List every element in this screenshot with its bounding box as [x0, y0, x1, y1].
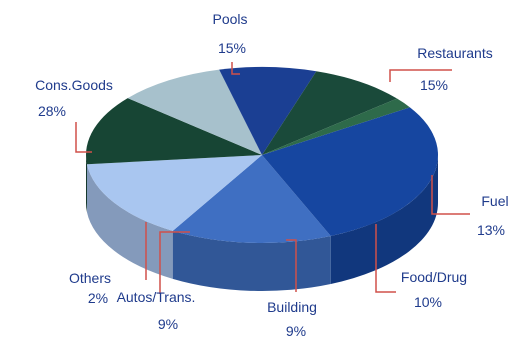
- pct-food-drug: 10%: [414, 294, 442, 310]
- pie-side-pools: [172, 230, 331, 291]
- label-food-drug: Food/Drug: [401, 269, 467, 285]
- pct-cons-goods: 28%: [38, 103, 66, 119]
- pie-slice-pools: [172, 155, 331, 244]
- pie-slice-cons-goods: [262, 107, 438, 237]
- pct-restaurants: 15%: [420, 77, 448, 93]
- pie-slice-building: [219, 67, 317, 155]
- label-others: Others: [69, 270, 111, 286]
- leader-building: [286, 239, 297, 292]
- leader-restaurants: [389, 69, 452, 82]
- pct-pools: 15%: [218, 40, 246, 56]
- leader-lines: [75, 62, 470, 294]
- leader-pools: [231, 62, 240, 75]
- label-restaurants: Restaurants: [417, 45, 492, 61]
- leader-food-drug: [375, 224, 396, 293]
- label-building: Building: [267, 299, 317, 315]
- label-autos-trans: Autos/Trans.: [117, 289, 196, 305]
- pie-slice-food-drug: [127, 69, 263, 155]
- label-fuel: Fuel: [481, 193, 508, 209]
- leader-fuel: [431, 175, 470, 215]
- pie-tops: [86, 67, 438, 244]
- pie-side-restaurants: [86, 164, 173, 279]
- pie-slice-others: [262, 98, 410, 155]
- label-pools: Pools: [212, 11, 247, 27]
- leader-autos: [159, 231, 190, 294]
- pie-side-cons-goods: [330, 155, 438, 285]
- slice-labels: Pools 15% Restaurants 15% Fuel 13% Food/…: [35, 11, 509, 339]
- pie-sides: [86, 155, 438, 291]
- pie-slice-autos-trans: [262, 71, 397, 155]
- leader-cons-goods: [75, 122, 92, 153]
- pct-fuel: 13%: [477, 222, 505, 238]
- pie-slice-fuel: [86, 98, 262, 165]
- pct-others: 2%: [88, 290, 108, 306]
- pct-building: 9%: [286, 323, 306, 339]
- label-cons-goods: Cons.Goods: [35, 77, 113, 93]
- pie-side-fuel: [86, 155, 87, 213]
- pie-slice-restaurants: [86, 155, 262, 231]
- pct-autos-trans: 9%: [158, 316, 178, 332]
